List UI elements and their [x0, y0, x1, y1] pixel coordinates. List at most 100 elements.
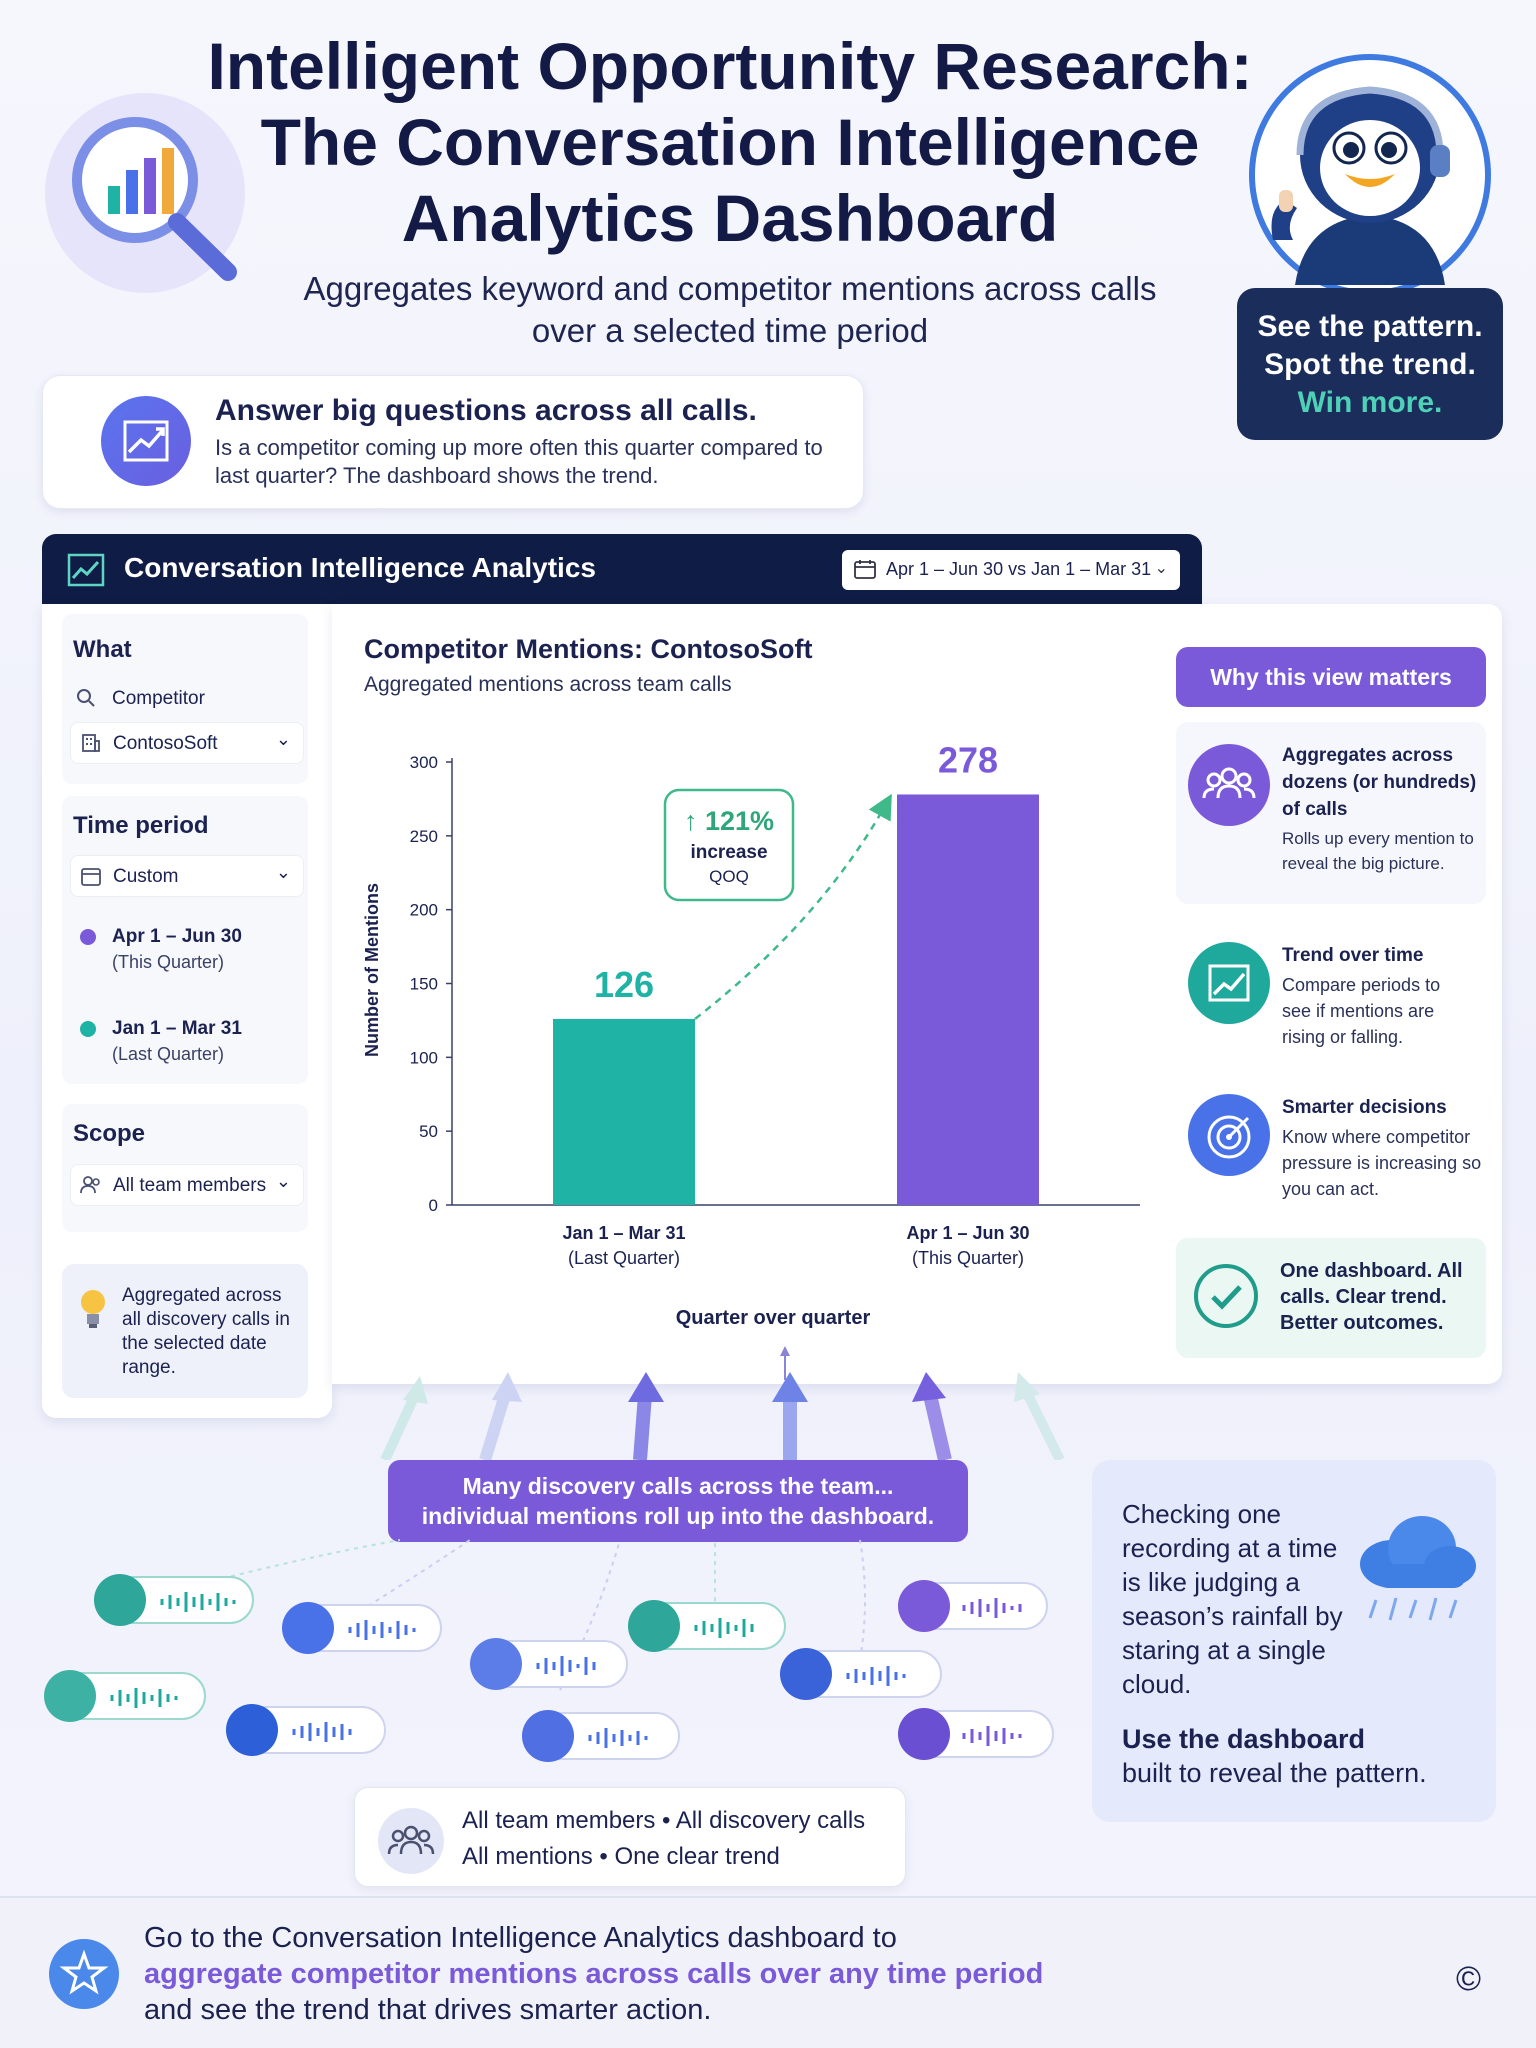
title-line-3: Analytics Dashboard [401, 181, 1059, 255]
call-recording-8 [780, 1648, 942, 1700]
this-quarter-dot [80, 929, 96, 945]
waveform-icon [844, 1664, 928, 1693]
call-recording-7 [628, 1600, 786, 1652]
building-icon [81, 733, 101, 759]
check-circle-icon [1192, 1262, 1260, 1335]
waveform-icon [960, 1596, 1044, 1625]
footer-line-1: Go to the Conversation Intelligence Anal… [144, 1922, 897, 1954]
team-icon [1188, 744, 1270, 826]
star-badge-icon [48, 1938, 120, 2015]
rollup-arrows [380, 1346, 1065, 1460]
avatar [470, 1638, 522, 1690]
call-recording-10 [898, 1708, 1054, 1760]
tip-box [62, 1264, 308, 1398]
subtitle-line-1: Aggregates keyword and competitor mentio… [303, 270, 1157, 307]
date-range-select[interactable]: Apr 1 – Jun 30 vs Jan 1 – Mar 31 ⌄ [842, 550, 1180, 590]
avatar [898, 1580, 950, 1632]
y-tick-label: 150 [410, 975, 438, 994]
tip-text: Aggregated across all discovery calls in… [122, 1285, 290, 1378]
scope-selected-value: All team members [113, 1175, 267, 1196]
up-arrow-icon: ↑ [684, 806, 705, 836]
page-title: Intelligent Opportunity Research: The Co… [200, 28, 1260, 256]
footer-line-3: and see the trend that drives smarter ac… [144, 1994, 712, 2026]
footer-line-2: aggregate competitor mentions across cal… [144, 1958, 1044, 1990]
dashboard-title: Conversation Intelligence Analytics [124, 552, 596, 583]
tagline-box: See the pattern. Spot the trend. Win mor… [1237, 288, 1503, 440]
analogy-cta: Use the dashboard built to reveal the pa… [1122, 1722, 1462, 1790]
waveform-icon [692, 1616, 776, 1645]
waveform-icon [108, 1686, 192, 1715]
why-item-title: Aggregates across dozens (or hundreds) o… [1282, 745, 1477, 820]
call-recording-2 [44, 1670, 206, 1722]
question-body: Is a competitor coming up more often thi… [215, 435, 823, 488]
y-axis-label: Number of Mentions [362, 883, 382, 1057]
cta-bold: Use the dashboard [1122, 1724, 1366, 1754]
waveform-icon [290, 1720, 374, 1749]
avatar [94, 1574, 146, 1626]
y-tick-label: 100 [410, 1048, 438, 1067]
waveform-icon [158, 1590, 242, 1619]
increase-percent: ↑ 121% [684, 806, 774, 836]
footer-text: Go to the Conversation Intelligence Anal… [144, 1920, 1344, 2028]
competitor-selected-value: ContosoSoft [113, 733, 218, 754]
calendar-icon [81, 866, 101, 892]
team-icon [376, 1806, 446, 1881]
x-tick-label: (This Quarter) [912, 1248, 1024, 1268]
increase-callout [663, 788, 795, 902]
summary-card [354, 1787, 906, 1887]
chevron-down-icon: ⌄ [275, 729, 291, 749]
waveform-icon [586, 1726, 670, 1755]
what-label: What [73, 636, 132, 663]
waveform-icon [346, 1618, 430, 1647]
chevron-down-icon: ⌄ [275, 1171, 291, 1191]
y-tick-label: 200 [410, 901, 438, 920]
increase-value: 121% [705, 806, 774, 836]
avatar [226, 1704, 278, 1756]
scope-select[interactable]: All team members ⌄ [70, 1164, 304, 1206]
users-icon [79, 1174, 103, 1202]
title-line-2: The Conversation Intelligence [260, 105, 1200, 179]
this-quarter-note: (This Quarter) [112, 952, 225, 972]
summary-line-1: All team members • All discovery calls [462, 1807, 866, 1834]
waveform-icon [960, 1724, 1044, 1753]
summary-text: All team members • All discovery calls A… [462, 1803, 865, 1875]
bar-value-label: 278 [938, 739, 998, 780]
avatar [628, 1600, 680, 1652]
analogy-text: Checking one recording at a time is like… [1122, 1499, 1343, 1699]
time-period-label: Time period [73, 812, 209, 839]
time-period-section [62, 796, 308, 1084]
this-quarter-range: Apr 1 – Jun 30 [112, 926, 242, 947]
date-range-value: Apr 1 – Jun 30 vs Jan 1 – Mar 31 [886, 559, 1152, 579]
tagline-line-1: See the pattern. [1257, 310, 1483, 343]
why-item-body: Rolls up every mention to reveal the big… [1282, 829, 1474, 873]
why-item-title: Trend over time [1282, 945, 1424, 966]
x-axis-label: Quarter over quarter [676, 1307, 871, 1329]
x-tick-label: Apr 1 – Jun 30 [906, 1223, 1029, 1243]
time-period-select[interactable]: Custom ⌄ [70, 855, 304, 897]
magnifier-chart-icon [40, 88, 250, 298]
competitor-select[interactable]: ContosoSoft ⌄ [70, 722, 304, 764]
rain-cloud-icon [1346, 1508, 1480, 1633]
qoq-label: QOQ [709, 867, 749, 886]
waveform-icon [534, 1654, 618, 1683]
analytics-logo-icon [66, 550, 106, 590]
page-subtitle: Aggregates keyword and competitor mentio… [250, 268, 1210, 352]
tagline-line-2: Spot the trend. [1264, 348, 1476, 381]
y-tick-label: 300 [410, 753, 438, 772]
trend-chart-icon [101, 396, 191, 486]
target-icon [1188, 1094, 1270, 1176]
competitor-field-label: Competitor [112, 688, 205, 709]
chart-subtitle: Aggregated mentions across team calls [364, 673, 732, 696]
call-recording-4 [226, 1704, 386, 1756]
avatar [522, 1710, 574, 1762]
avatar [44, 1670, 96, 1722]
copyright-icon: © [1456, 1960, 1482, 1998]
footer [0, 1896, 1536, 2048]
rollup-banner: Many discovery calls across the team... … [388, 1460, 968, 1542]
bar-value-label: 126 [594, 964, 654, 1005]
avatar [282, 1602, 334, 1654]
last-quarter-dot [80, 1021, 96, 1037]
call-recording-6 [522, 1710, 680, 1762]
rollup-line-1: Many discovery calls across the team... [462, 1473, 894, 1499]
search-icon [76, 688, 96, 713]
